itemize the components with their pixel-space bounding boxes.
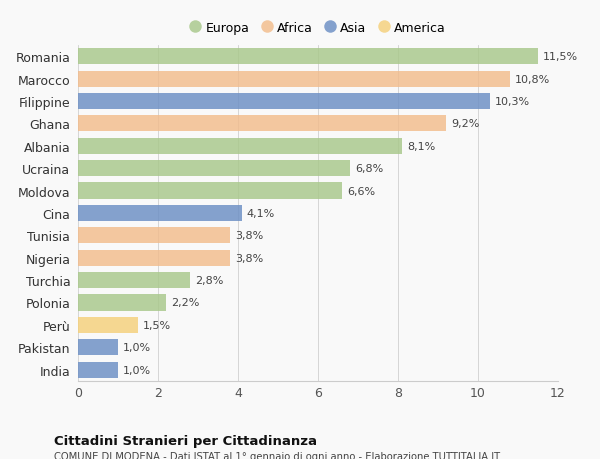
Bar xyxy=(78,183,342,199)
Bar xyxy=(78,94,490,110)
Bar xyxy=(78,138,402,155)
Bar xyxy=(78,71,510,88)
Text: 6,6%: 6,6% xyxy=(347,186,375,196)
Text: COMUNE DI MODENA - Dati ISTAT al 1° gennaio di ogni anno - Elaborazione TUTTITAL: COMUNE DI MODENA - Dati ISTAT al 1° genn… xyxy=(54,451,500,459)
Text: 1,0%: 1,0% xyxy=(123,365,151,375)
Text: 4,1%: 4,1% xyxy=(247,208,275,218)
Text: 1,5%: 1,5% xyxy=(143,320,171,330)
Text: 3,8%: 3,8% xyxy=(235,253,263,263)
Legend: Europa, Africa, Asia, America: Europa, Africa, Asia, America xyxy=(190,22,446,35)
Text: 8,1%: 8,1% xyxy=(407,141,435,151)
Text: 3,8%: 3,8% xyxy=(235,231,263,241)
Bar xyxy=(78,116,446,132)
Bar xyxy=(78,362,118,378)
Bar xyxy=(78,205,242,222)
Bar xyxy=(78,250,230,266)
Text: 2,2%: 2,2% xyxy=(171,298,199,308)
Bar xyxy=(78,295,166,311)
Text: 6,8%: 6,8% xyxy=(355,164,383,174)
Bar xyxy=(78,272,190,289)
Text: 1,0%: 1,0% xyxy=(123,342,151,353)
Text: Cittadini Stranieri per Cittadinanza: Cittadini Stranieri per Cittadinanza xyxy=(54,434,317,447)
Text: 9,2%: 9,2% xyxy=(451,119,479,129)
Text: 2,8%: 2,8% xyxy=(195,275,223,285)
Text: 10,8%: 10,8% xyxy=(515,74,550,84)
Text: 10,3%: 10,3% xyxy=(495,97,530,107)
Bar xyxy=(78,161,350,177)
Bar xyxy=(78,317,138,333)
Bar xyxy=(78,49,538,65)
Bar xyxy=(78,228,230,244)
Bar xyxy=(78,339,118,356)
Text: 11,5%: 11,5% xyxy=(543,52,578,62)
